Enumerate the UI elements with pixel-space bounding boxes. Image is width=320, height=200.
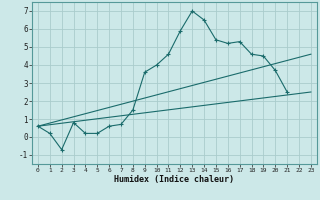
X-axis label: Humidex (Indice chaleur): Humidex (Indice chaleur) xyxy=(115,175,234,184)
